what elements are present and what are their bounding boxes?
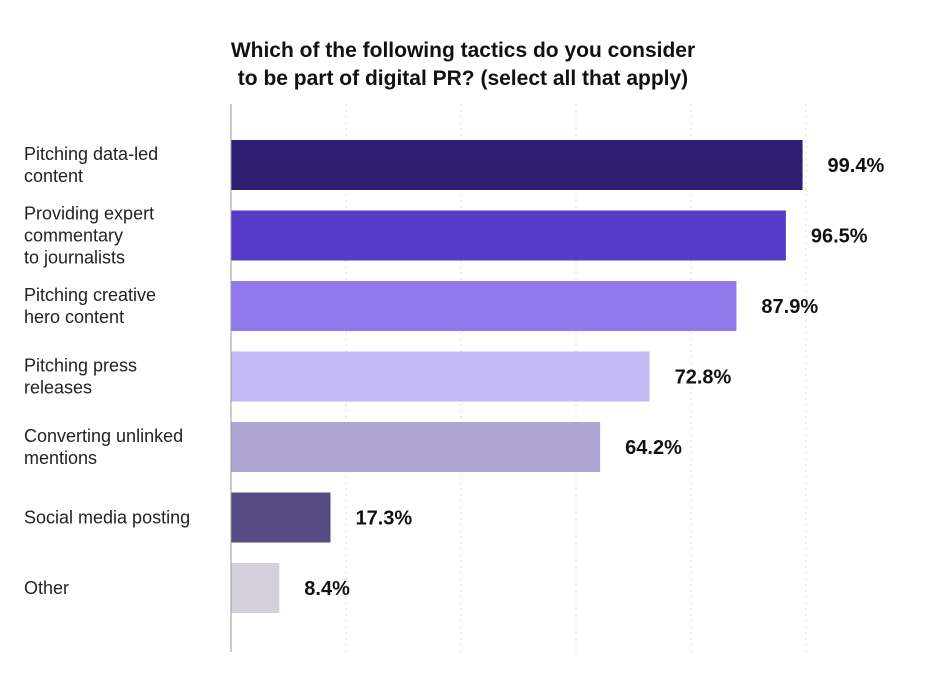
bar: [231, 351, 650, 402]
value-labels: 99.4% 96.5% 87.9% 72.8% 64.2% 17.3% 8.4%: [304, 155, 884, 600]
bar-value-label: 99.4%: [828, 155, 885, 177]
chart-title: Which of the following tactics do you co…: [231, 39, 695, 90]
bars: [231, 140, 803, 613]
category-label: mentions: [24, 448, 97, 468]
bar-value-label: 64.2%: [625, 437, 682, 459]
category-label: Providing expert: [24, 204, 154, 224]
category-label: commentary: [24, 226, 123, 246]
bar: [231, 563, 280, 613]
bar: [231, 281, 737, 331]
gridlines: [345, 104, 807, 652]
category-label: releases: [24, 378, 92, 398]
category-label: Pitching creative: [24, 285, 156, 305]
category-label: Pitching press: [24, 356, 137, 376]
bar-value-label: 8.4%: [304, 578, 350, 600]
category-label: Pitching data-led: [24, 144, 158, 164]
category-label: hero content: [24, 307, 124, 327]
category-label: content: [24, 166, 83, 186]
category-label: Other: [24, 578, 69, 598]
category-label: Converting unlinked: [24, 426, 183, 446]
bar: [231, 210, 786, 261]
chart-title-line: Which of the following tactics do you co…: [231, 39, 695, 62]
bar-value-label: 87.9%: [761, 296, 818, 318]
chart-title-line: to be part of digital PR? (select all th…: [238, 67, 688, 90]
bar: [231, 140, 803, 190]
bar: [231, 422, 601, 472]
bar: [231, 492, 331, 543]
bar-value-label: 72.8%: [675, 367, 732, 389]
category-label: to journalists: [24, 248, 125, 268]
bar-value-label: 96.5%: [811, 226, 868, 248]
category-label: Social media posting: [24, 508, 190, 528]
bar-value-label: 17.3%: [355, 508, 412, 530]
